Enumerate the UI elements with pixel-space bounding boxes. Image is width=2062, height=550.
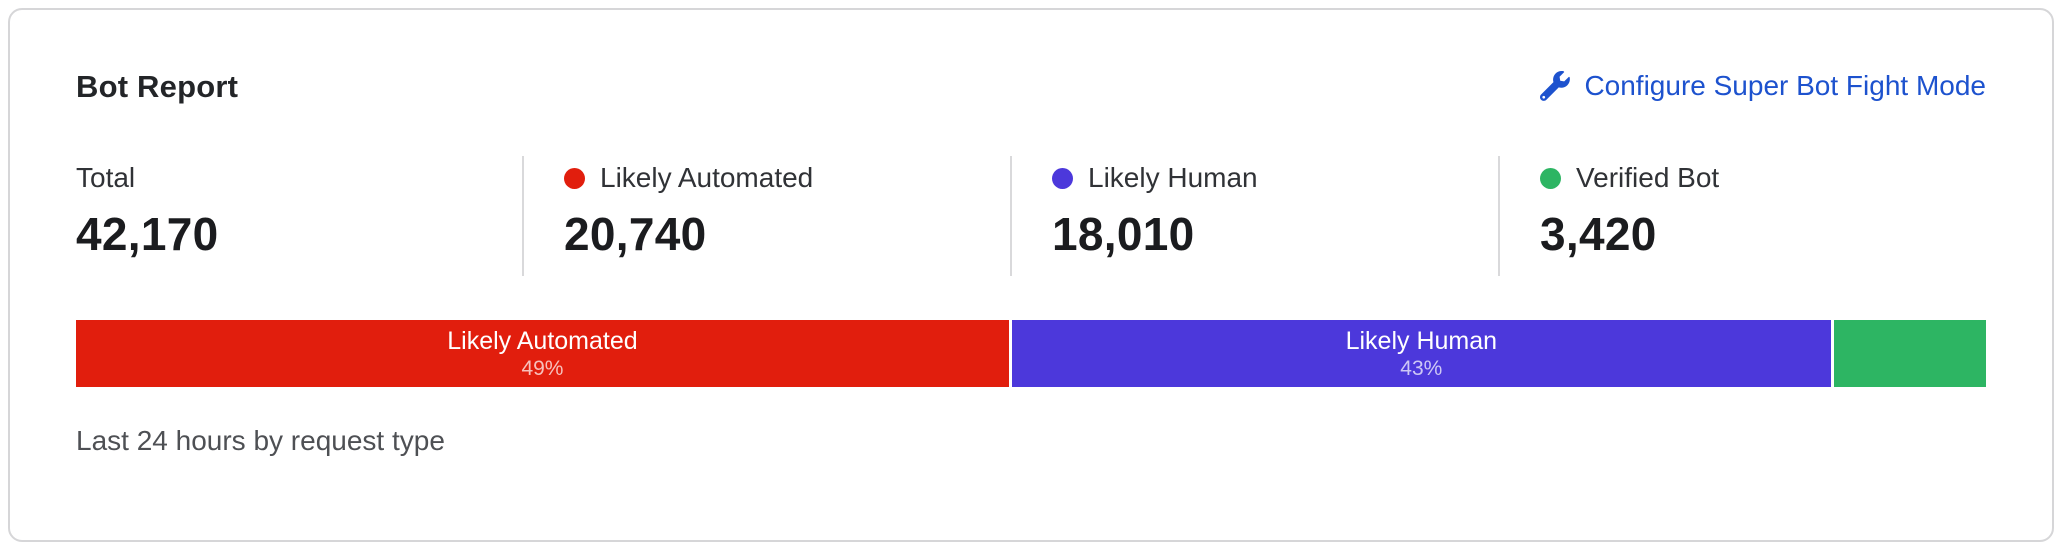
likely-automated-dot-icon: [564, 167, 585, 189]
stat-likely-automated-value: 20,740: [564, 208, 707, 260]
configure-link-label: Configure Super Bot Fight Mode: [1584, 70, 1986, 101]
stat-total-label: Total: [76, 162, 136, 193]
stat-likely-human-label: Likely Human: [1088, 162, 1258, 193]
page-title: Bot Report: [76, 69, 239, 104]
card-header: Bot Report Configure Super Bot Fight Mod…: [76, 68, 1986, 106]
wrench-icon: [1540, 71, 1571, 101]
stat-total: Total 42,170: [76, 156, 522, 276]
stacked-bar-chart: Likely Automated 49% Likely Human 43%: [76, 320, 1986, 387]
bar-segment-likely-human: Likely Human 43%: [1011, 320, 1831, 387]
bar-segment-percent: 49%: [521, 356, 564, 380]
stat-likely-human: Likely Human 18,010: [1010, 156, 1498, 276]
stats-row: Total 42,170 Likely Automated 20,740 Lik…: [76, 156, 1986, 276]
bar-segment-percent: 43%: [1400, 356, 1443, 380]
likely-human-dot-icon: [1052, 167, 1073, 189]
configure-super-bot-fight-mode-link[interactable]: Configure Super Bot Fight Mode: [1540, 68, 1986, 104]
bar-segment-label: Likely Human: [1345, 326, 1498, 355]
stat-verified-bot-value: 3,420: [1540, 208, 1657, 260]
stat-verified-bot: Verified Bot 3,420: [1498, 156, 1986, 276]
stat-likely-automated: Likely Automated 20,740: [522, 156, 1010, 276]
bar-segment-verified-bot: [1833, 320, 1986, 387]
chart-caption: Last 24 hours by request type: [76, 425, 445, 456]
verified-bot-dot-icon: [1540, 167, 1561, 189]
bar-segment-likely-automated: Likely Automated 49%: [76, 320, 1009, 387]
bar-segment-label: Likely Automated: [447, 326, 638, 355]
stat-likely-automated-label: Likely Automated: [600, 162, 814, 193]
stat-verified-bot-label: Verified Bot: [1576, 162, 1720, 193]
stat-total-value: 42,170: [76, 208, 219, 260]
stat-likely-human-value: 18,010: [1052, 208, 1195, 260]
bot-report-card: Bot Report Configure Super Bot Fight Mod…: [8, 8, 2054, 542]
